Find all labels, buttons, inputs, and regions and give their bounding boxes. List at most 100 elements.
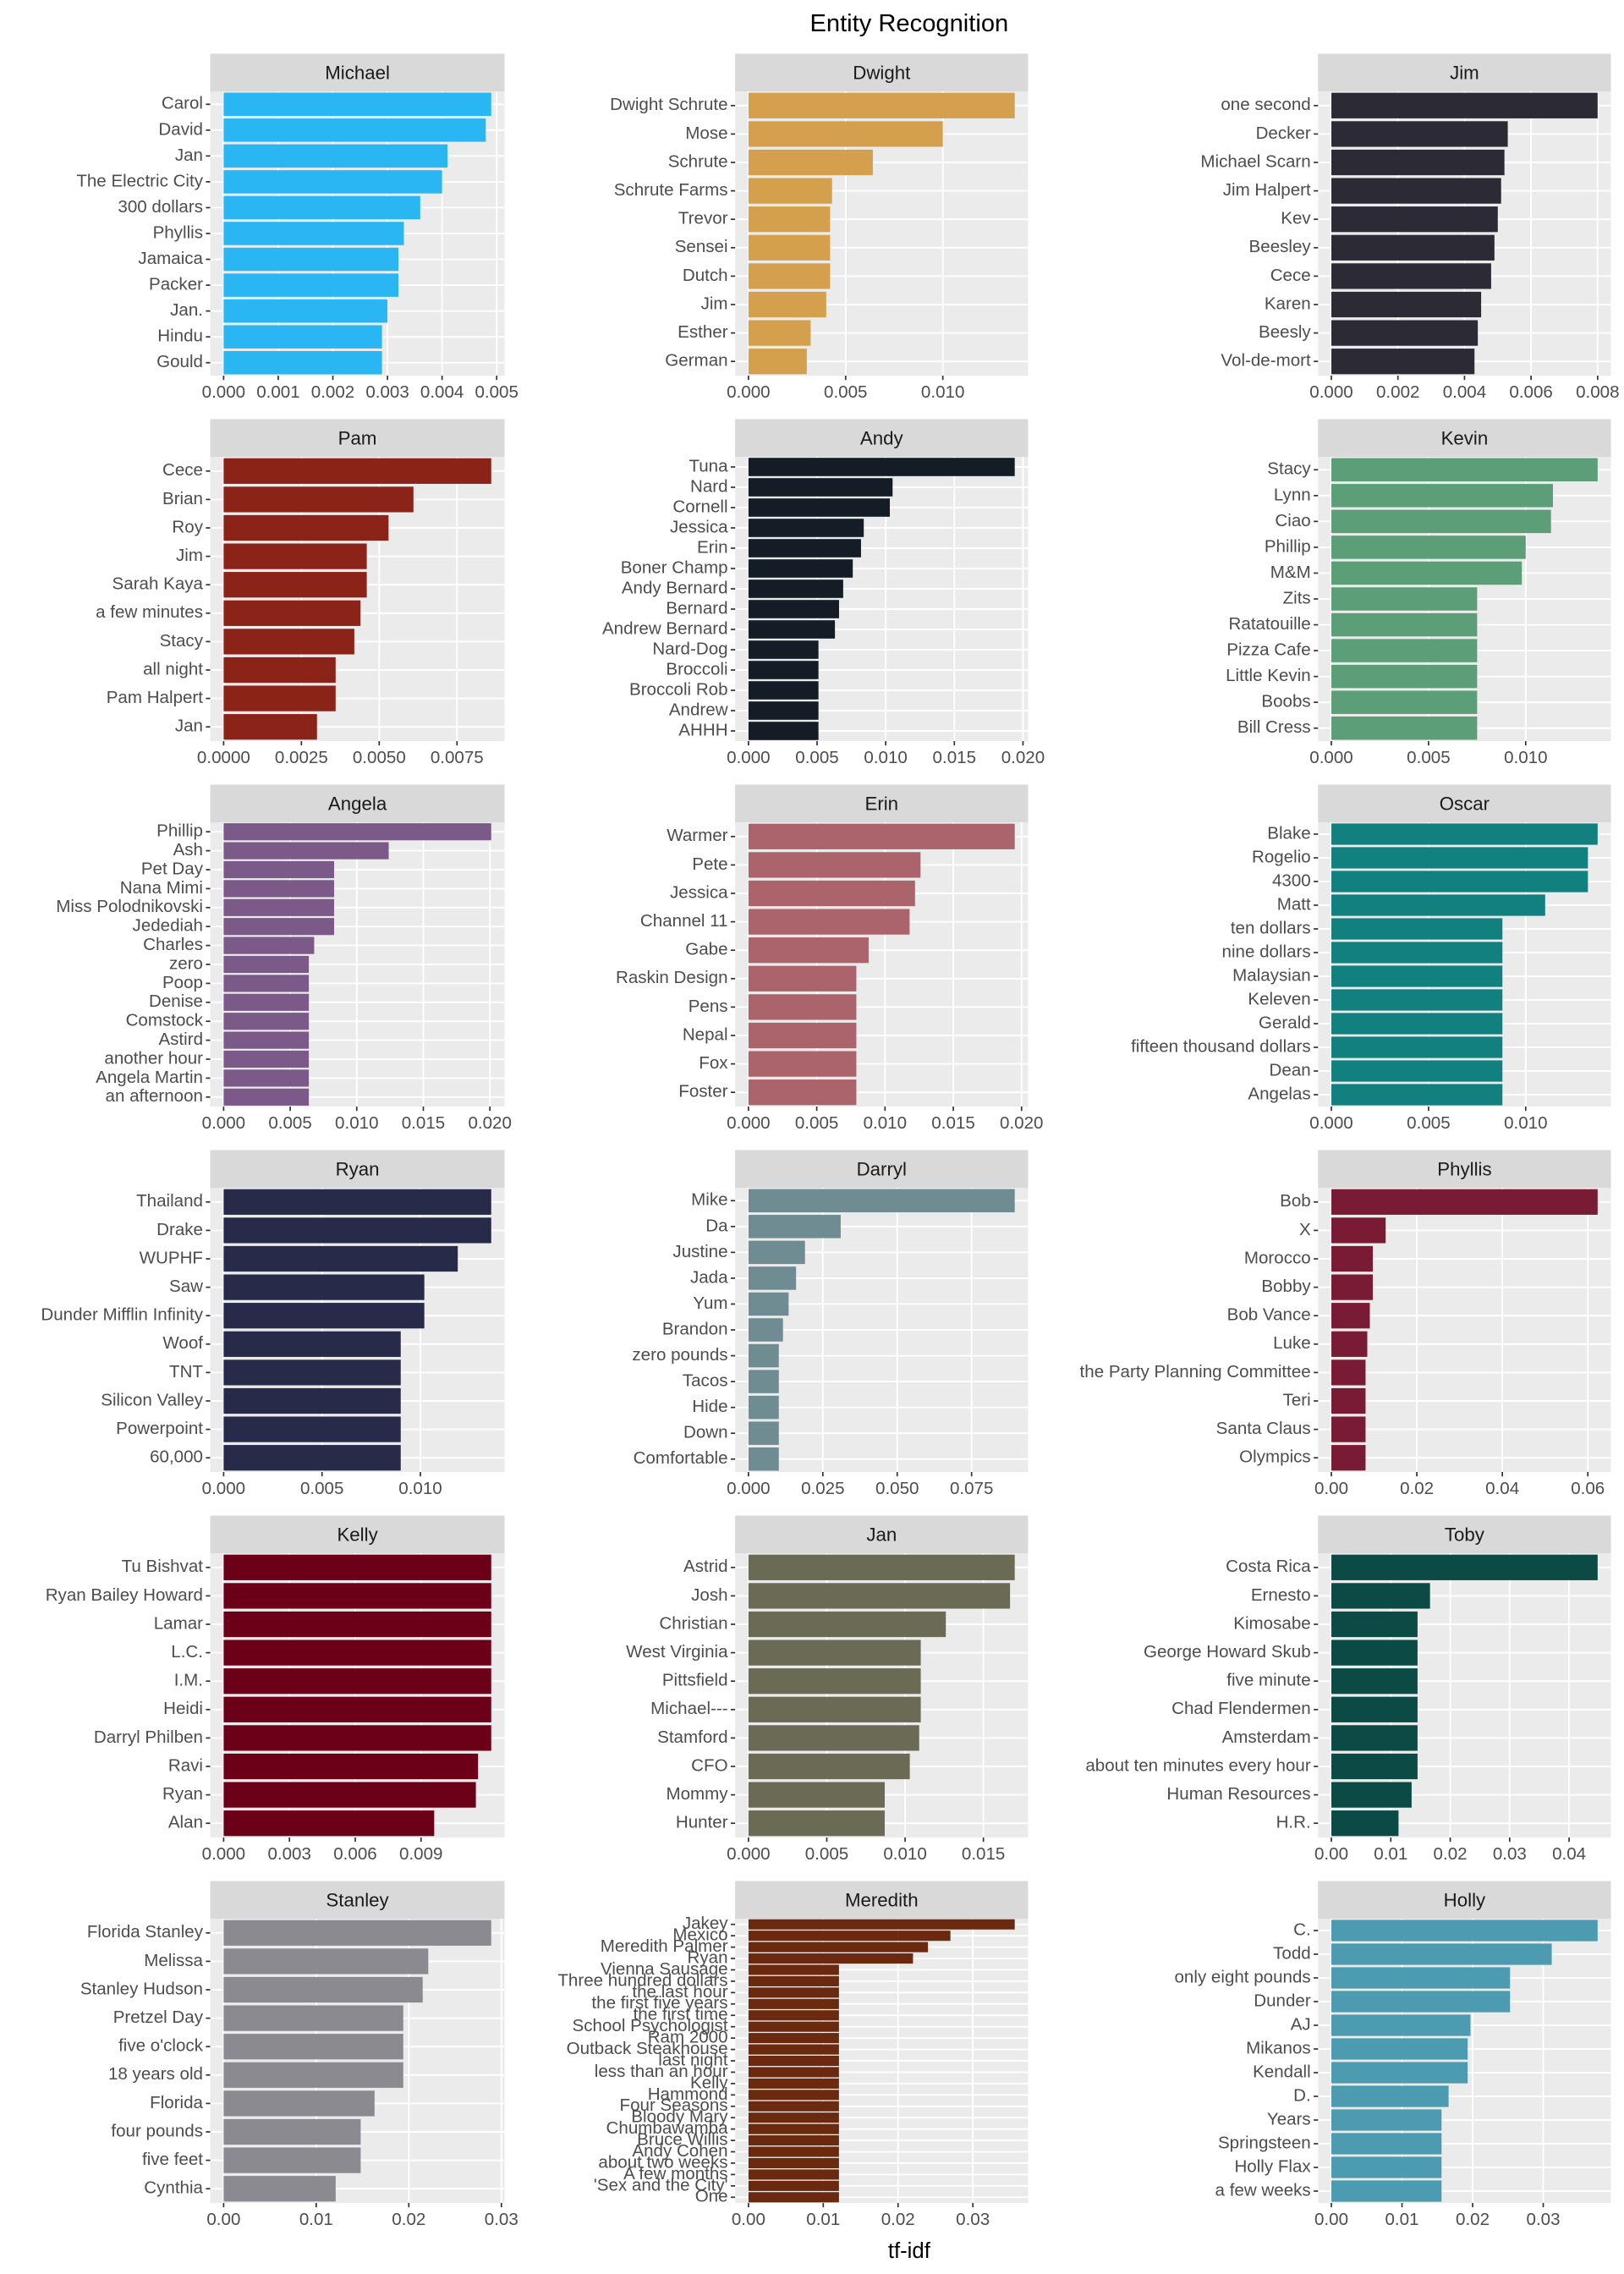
y-tick-label: Phillip [156, 821, 203, 841]
bar [223, 486, 414, 513]
y-tick-label: an afternoon [106, 1086, 203, 1106]
y-tick-label: Ash [173, 840, 203, 860]
bar [1331, 536, 1526, 559]
bar [223, 975, 310, 992]
y-tick-label: Cece [162, 460, 203, 480]
strip-label: Angela [328, 793, 387, 814]
y-tick-label: Broccoli [666, 659, 727, 678]
bar [1331, 1013, 1503, 1035]
y-tick-label: five feet [142, 2150, 203, 2169]
bar [1331, 1696, 1418, 1722]
x-tick-label: 0.04 [1485, 1479, 1519, 1498]
bar [223, 1031, 310, 1049]
strip-label: Erin [864, 793, 898, 814]
y-tick-label: Chad Flendermen [1171, 1699, 1311, 1718]
x-tick-label: 0.005 [268, 1113, 311, 1133]
y-tick-label: C. [1293, 1920, 1311, 1939]
strip [210, 1881, 505, 1919]
y-tick-label: Kendall [1253, 2062, 1311, 2081]
bar [223, 1920, 491, 1946]
x-tick-label: 0.002 [311, 382, 354, 402]
y-tick-label: Vienna Sausage [601, 1959, 728, 1979]
y-tick-label: a few minutes [96, 602, 203, 622]
bar [223, 860, 335, 879]
y-tick-label: 18 years old [108, 2064, 203, 2084]
y-tick-label: Brian [162, 489, 203, 508]
y-tick-label: Tu Bishvat [122, 1557, 204, 1576]
bar [223, 1274, 425, 1300]
y-tick-label: Kev [1281, 209, 1311, 228]
y-tick-label: German [665, 351, 727, 371]
strip-label: Toby [1445, 1524, 1485, 1545]
x-tick-label: 0.000 [727, 1479, 770, 1498]
bar [748, 640, 819, 659]
x-tick-label: 0.000 [727, 382, 770, 402]
y-tick-label: Mommy [666, 1784, 728, 1804]
x-tick-label: 0.06 [1571, 1479, 1605, 1498]
y-tick-label: Boobs [1261, 692, 1310, 711]
x-tick-label: 0.000 [202, 382, 245, 402]
bar [223, 1303, 425, 1329]
y-tick-label: Tacos [683, 1371, 728, 1391]
bar [1331, 1303, 1370, 1329]
strip-label: Dwight [853, 62, 911, 83]
bar [223, 955, 310, 974]
bar [748, 681, 819, 700]
strip [1318, 1881, 1611, 1919]
y-tick-label: 'Sex and the City' [594, 2175, 728, 2194]
y-tick-label: Bloody Mary [631, 2107, 728, 2127]
x-tick-label: 0.001 [256, 382, 299, 402]
x-axis-label: tf-idf [888, 2239, 931, 2263]
bar [223, 918, 335, 936]
strip [735, 784, 1029, 822]
y-tick-label: Jim [176, 546, 203, 565]
bar [223, 1554, 491, 1580]
bar [748, 1942, 929, 1953]
y-tick-label: Pretzel Day [113, 2008, 204, 2027]
y-tick-label: Hide [692, 1397, 727, 1416]
strip [210, 419, 505, 457]
y-tick-label: H.R. [1276, 1813, 1311, 1832]
bar [748, 2112, 839, 2123]
y-tick-label: Ryan [688, 1947, 728, 1967]
y-tick-label: Nard [690, 476, 728, 496]
y-tick-label: five minute [1226, 1671, 1310, 1690]
x-tick-label: 0.015 [402, 1113, 445, 1133]
bar [1331, 2038, 1468, 2060]
bar [223, 514, 389, 541]
y-tick-label: Pam Halpert [107, 688, 204, 707]
y-tick-label: The Electric City [76, 171, 203, 190]
y-tick-label: four pounds [111, 2121, 203, 2140]
bar [223, 350, 382, 375]
y-tick-label: Bob Vance [1227, 1305, 1311, 1325]
strip [735, 1515, 1029, 1553]
bar [1331, 561, 1522, 585]
bar [223, 195, 420, 220]
x-tick-label: 0.0000 [197, 748, 250, 767]
y-tick-label: Ram 2000 [648, 2028, 728, 2047]
y-tick-label: less than an hour [595, 2062, 728, 2081]
bar [748, 1931, 951, 1942]
bar [748, 909, 910, 935]
bar [223, 842, 389, 860]
strip-label: Andy [860, 427, 904, 448]
y-tick-label: Hammond [648, 2084, 728, 2104]
bar [1331, 206, 1498, 233]
y-tick-label: Morocco [1244, 1248, 1311, 1267]
y-tick-label: Dutch [683, 266, 728, 285]
bar [748, 1753, 910, 1780]
bar [223, 1976, 423, 2003]
bar [223, 2118, 361, 2145]
y-tick-label: fifteen thousand dollars [1131, 1036, 1311, 1056]
bar [1331, 639, 1478, 662]
y-tick-label: Years [1267, 2109, 1311, 2128]
y-tick-label: School Psychologist [573, 2016, 728, 2035]
bar [1331, 178, 1501, 204]
x-tick-label: 0.0025 [275, 748, 328, 767]
y-tick-label: one second [1221, 95, 1310, 114]
y-tick-label: the first five years [591, 1993, 727, 2013]
y-tick-label: Carol [162, 94, 203, 113]
y-tick-label: Pittsfield [662, 1671, 728, 1690]
y-tick-label: Phyllis [153, 222, 203, 242]
